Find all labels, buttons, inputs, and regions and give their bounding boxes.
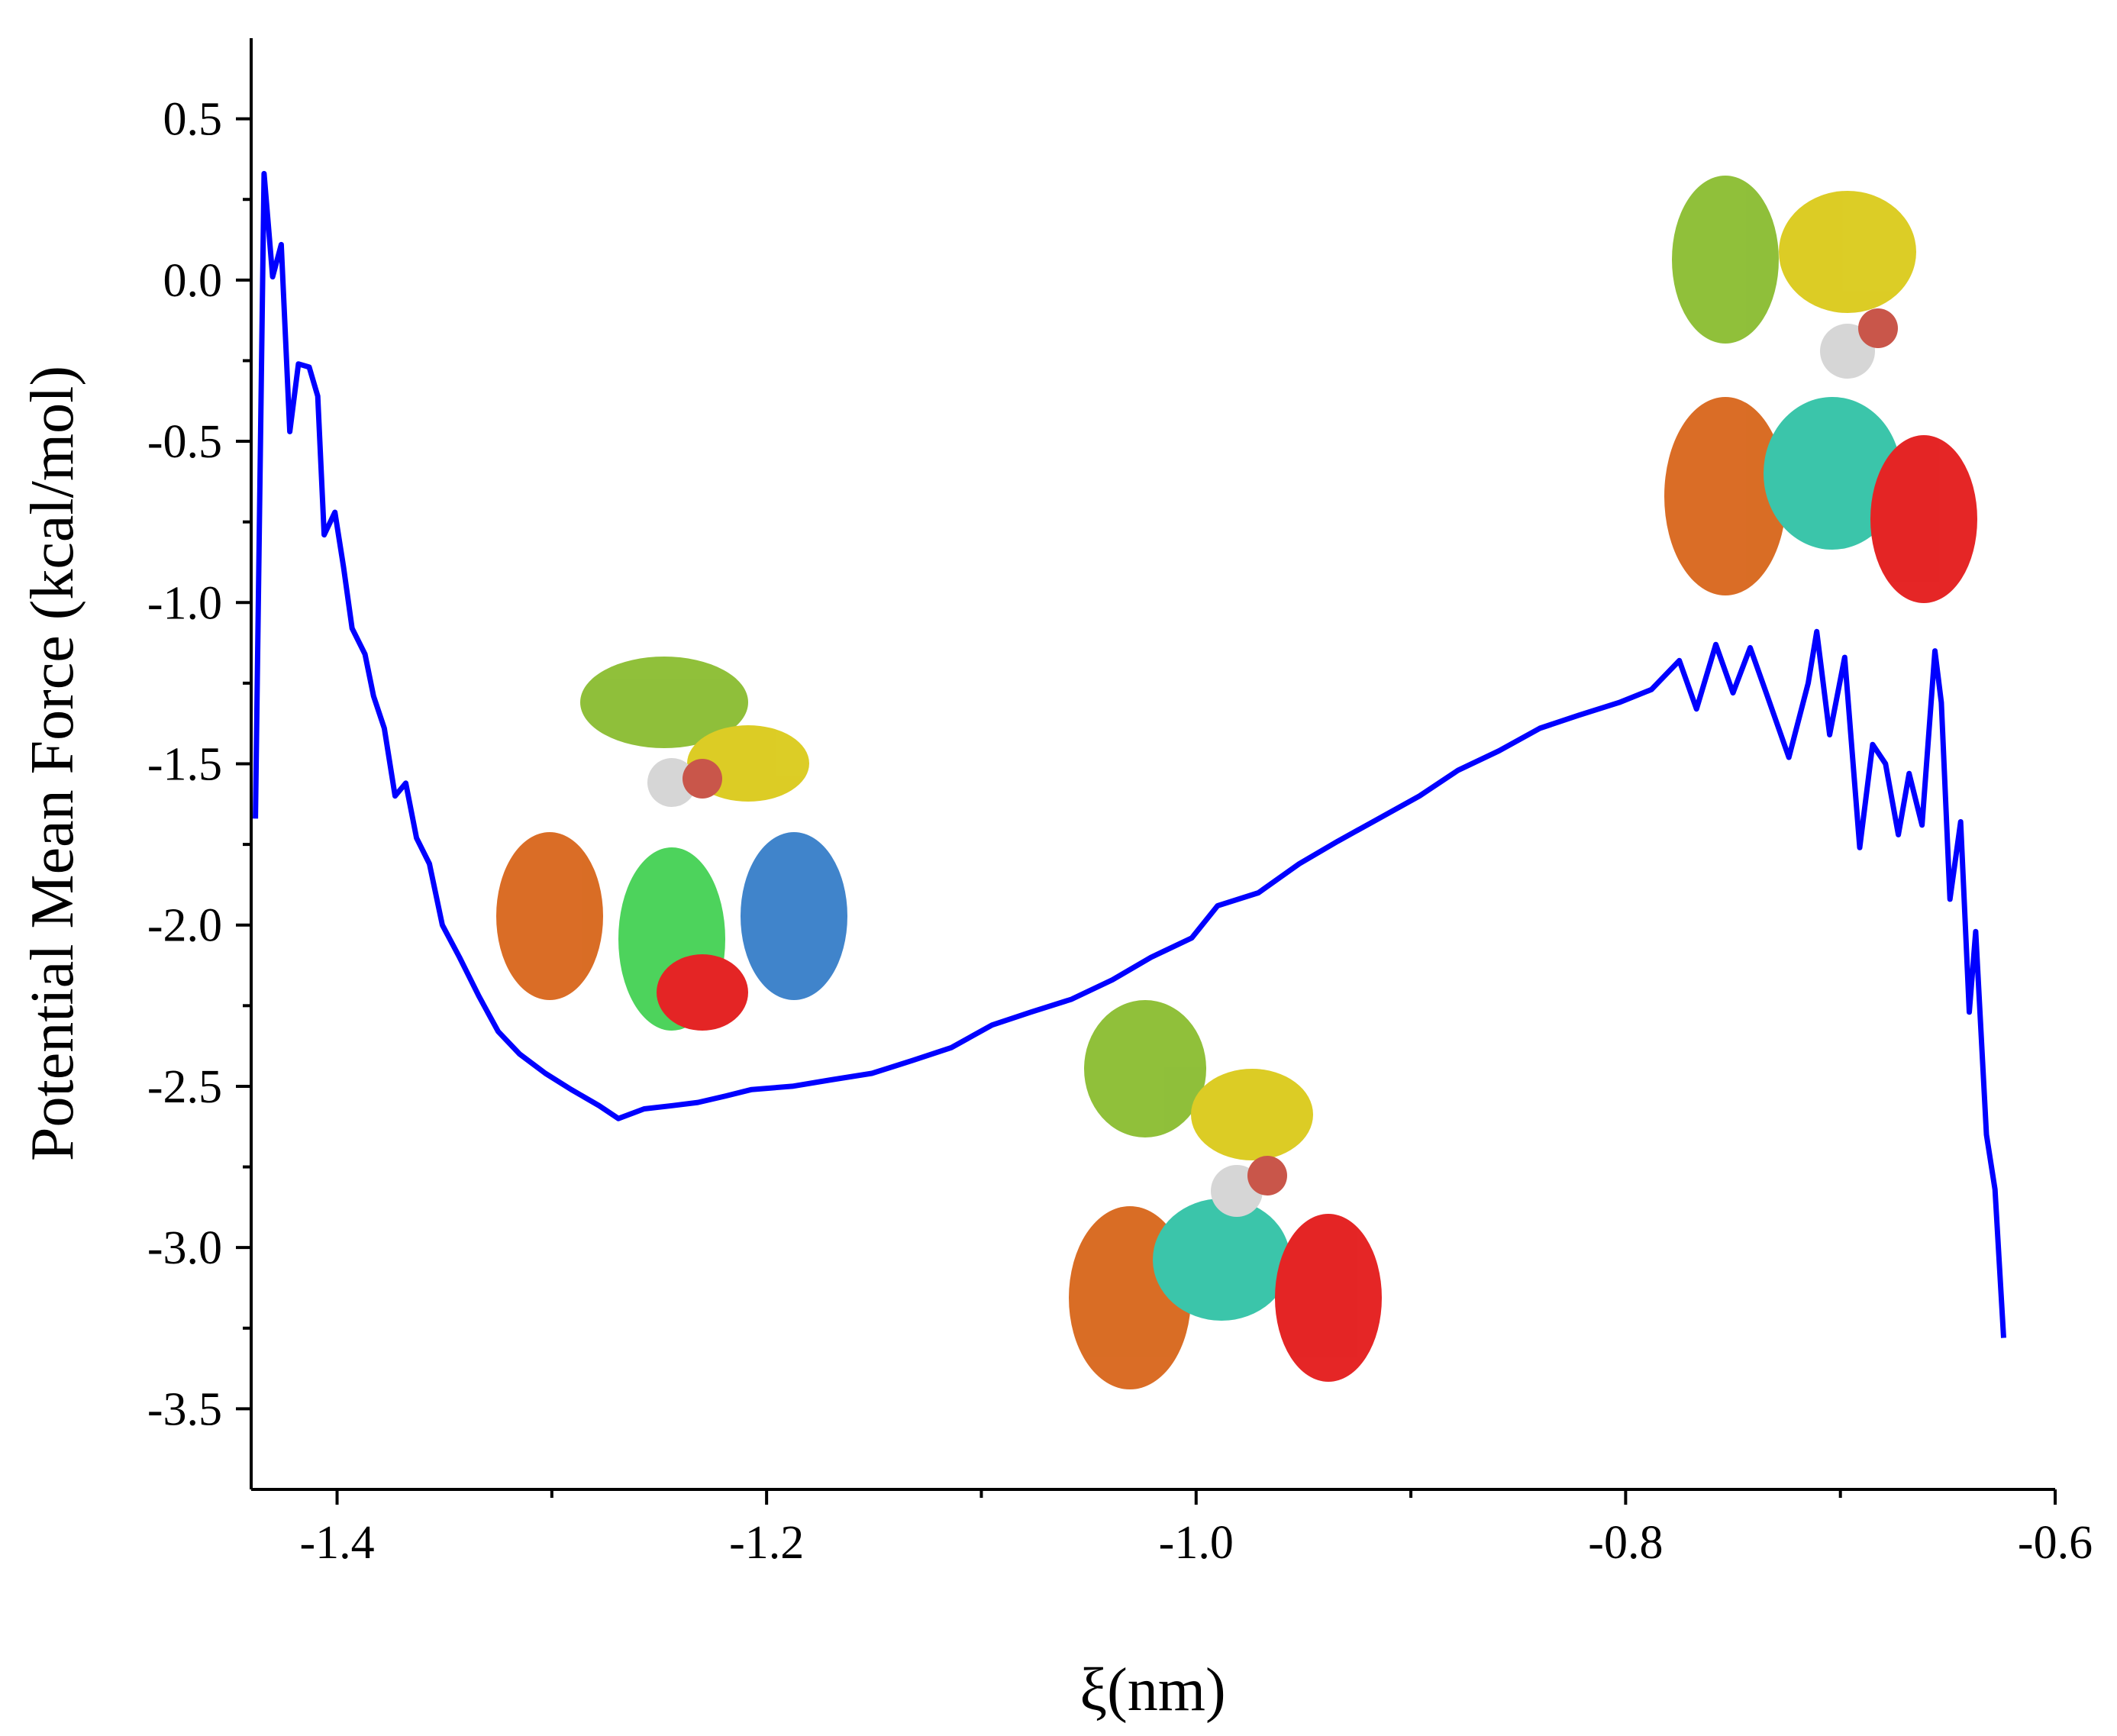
y-tick-label: -2.0 bbox=[147, 900, 222, 952]
protein-structure bbox=[496, 657, 847, 1031]
y-tick-label: -1.0 bbox=[147, 577, 222, 629]
y-tick-label: 0.5 bbox=[163, 94, 223, 146]
y-tick-label: -3.0 bbox=[147, 1222, 222, 1274]
x-tick-label: -1.2 bbox=[729, 1517, 804, 1569]
y-tick-label: -0.5 bbox=[147, 416, 222, 468]
x-tick-label: -0.6 bbox=[2018, 1517, 2093, 1569]
x-axis-title: ξ(nm) bbox=[1079, 1657, 1225, 1724]
y-tick-label: -2.5 bbox=[147, 1061, 222, 1113]
pmf-line bbox=[253, 170, 2006, 1338]
y-tick-label: -1.5 bbox=[147, 739, 222, 791]
y-tick-label: -3.5 bbox=[147, 1383, 222, 1435]
x-tick-label: -1.4 bbox=[299, 1517, 374, 1569]
y-tick-label: 0.0 bbox=[163, 255, 223, 307]
protein-structure bbox=[1069, 1000, 1382, 1389]
x-tick-label: -0.8 bbox=[1588, 1517, 1663, 1569]
protein-structure bbox=[1664, 176, 1977, 603]
y-axis-title: Potential Mean Force (kcal/mol) bbox=[19, 366, 86, 1161]
x-tick-label: -1.0 bbox=[1159, 1517, 1234, 1569]
